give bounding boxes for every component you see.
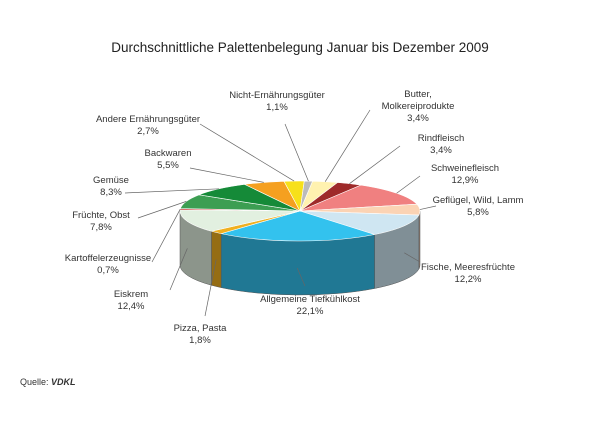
slice-label-gefluegel-wild-lamm: Geflügel, Wild, Lamm 5,8%	[433, 195, 524, 218]
slice-label-nicht-ernaehrungsgueter: Nicht-Ernährungsgüter 1,1%	[229, 90, 325, 113]
slice-label-allgemeine-tiefkuehlkost: Allgemeine Tiefkühlkost 22,1%	[260, 294, 360, 317]
leader-gemuese	[124, 188, 220, 194]
slice-label-eiskrem: Eiskrem 12,4%	[114, 289, 148, 312]
pie-top	[179, 180, 421, 242]
leader-fruechte-obst	[137, 201, 187, 219]
slice-label-pizza-pasta: Pizza, Pasta 1,8%	[174, 323, 228, 346]
pie-slice-schweinefleisch	[299, 184, 418, 212]
slice-label-andere-ernaehrungsgueter: Andere Ernährungsgüter 2,7%	[96, 114, 200, 137]
leader-schweinefleisch	[396, 175, 421, 194]
leader-andere-ernaehrungsgueter	[199, 123, 295, 182]
chart-title: Durchschnittliche Palettenbelegung Janua…	[111, 40, 489, 55]
source-note: Quelle: VDKL	[20, 377, 76, 387]
slice-label-butter-molkereiprodukte: Butter, Molkereiprodukte 3,4%	[382, 89, 455, 124]
leader-fische-meeresfruechte	[404, 252, 421, 263]
leader-butter-molkereiprodukte	[324, 109, 371, 182]
leader-gefluegel-wild-lamm	[419, 205, 437, 210]
pie-slice-fische-meeresfruechte	[299, 210, 420, 235]
pie-slice-eiskrem	[179, 209, 301, 232]
slice-label-fruechte-obst: Früchte, Obst 7,8%	[72, 210, 130, 233]
leader-eiskrem	[169, 248, 188, 291]
source-name: VDKL	[51, 377, 76, 387]
pie-labels: Butter, Molkereiprodukte 3,4% Rindfleisch 3,…	[65, 89, 524, 346]
leader-backwaren	[189, 167, 264, 183]
pie-sides	[179, 210, 421, 296]
leader-nicht-ernaehrungsgueter	[284, 123, 309, 182]
slice-label-kartoffelerzeugnisse: Kartoffelerzeugnisse 0,7%	[65, 253, 151, 276]
pie-slice-allgemeine-tiefkuehlkost	[221, 210, 375, 242]
pie-side-allgemeine-tiefkuehlkost	[220, 233, 375, 296]
slice-label-rindfleisch: Rindfleisch 3,4%	[418, 133, 464, 156]
slice-label-fische-meeresfruechte: Fische, Meeresfrüchte 12,2%	[421, 262, 515, 285]
leader-rindfleisch	[349, 145, 401, 184]
pie-leaders	[124, 109, 437, 317]
pie-side-pizza-pasta	[211, 230, 222, 288]
leader-allgemeine-tiefkuehlkost	[296, 267, 306, 287]
leader-pizza-pasta	[204, 259, 217, 317]
slice-label-schweinefleisch: Schweinefleisch 12,9%	[431, 163, 499, 186]
slice-label-backwaren: Backwaren 5,5%	[145, 148, 192, 171]
source-prefix: Quelle:	[20, 377, 52, 387]
leader-kartoffelerzeugnisse	[151, 209, 181, 263]
slice-label-gemuese: Gemüse 8,3%	[93, 175, 129, 198]
